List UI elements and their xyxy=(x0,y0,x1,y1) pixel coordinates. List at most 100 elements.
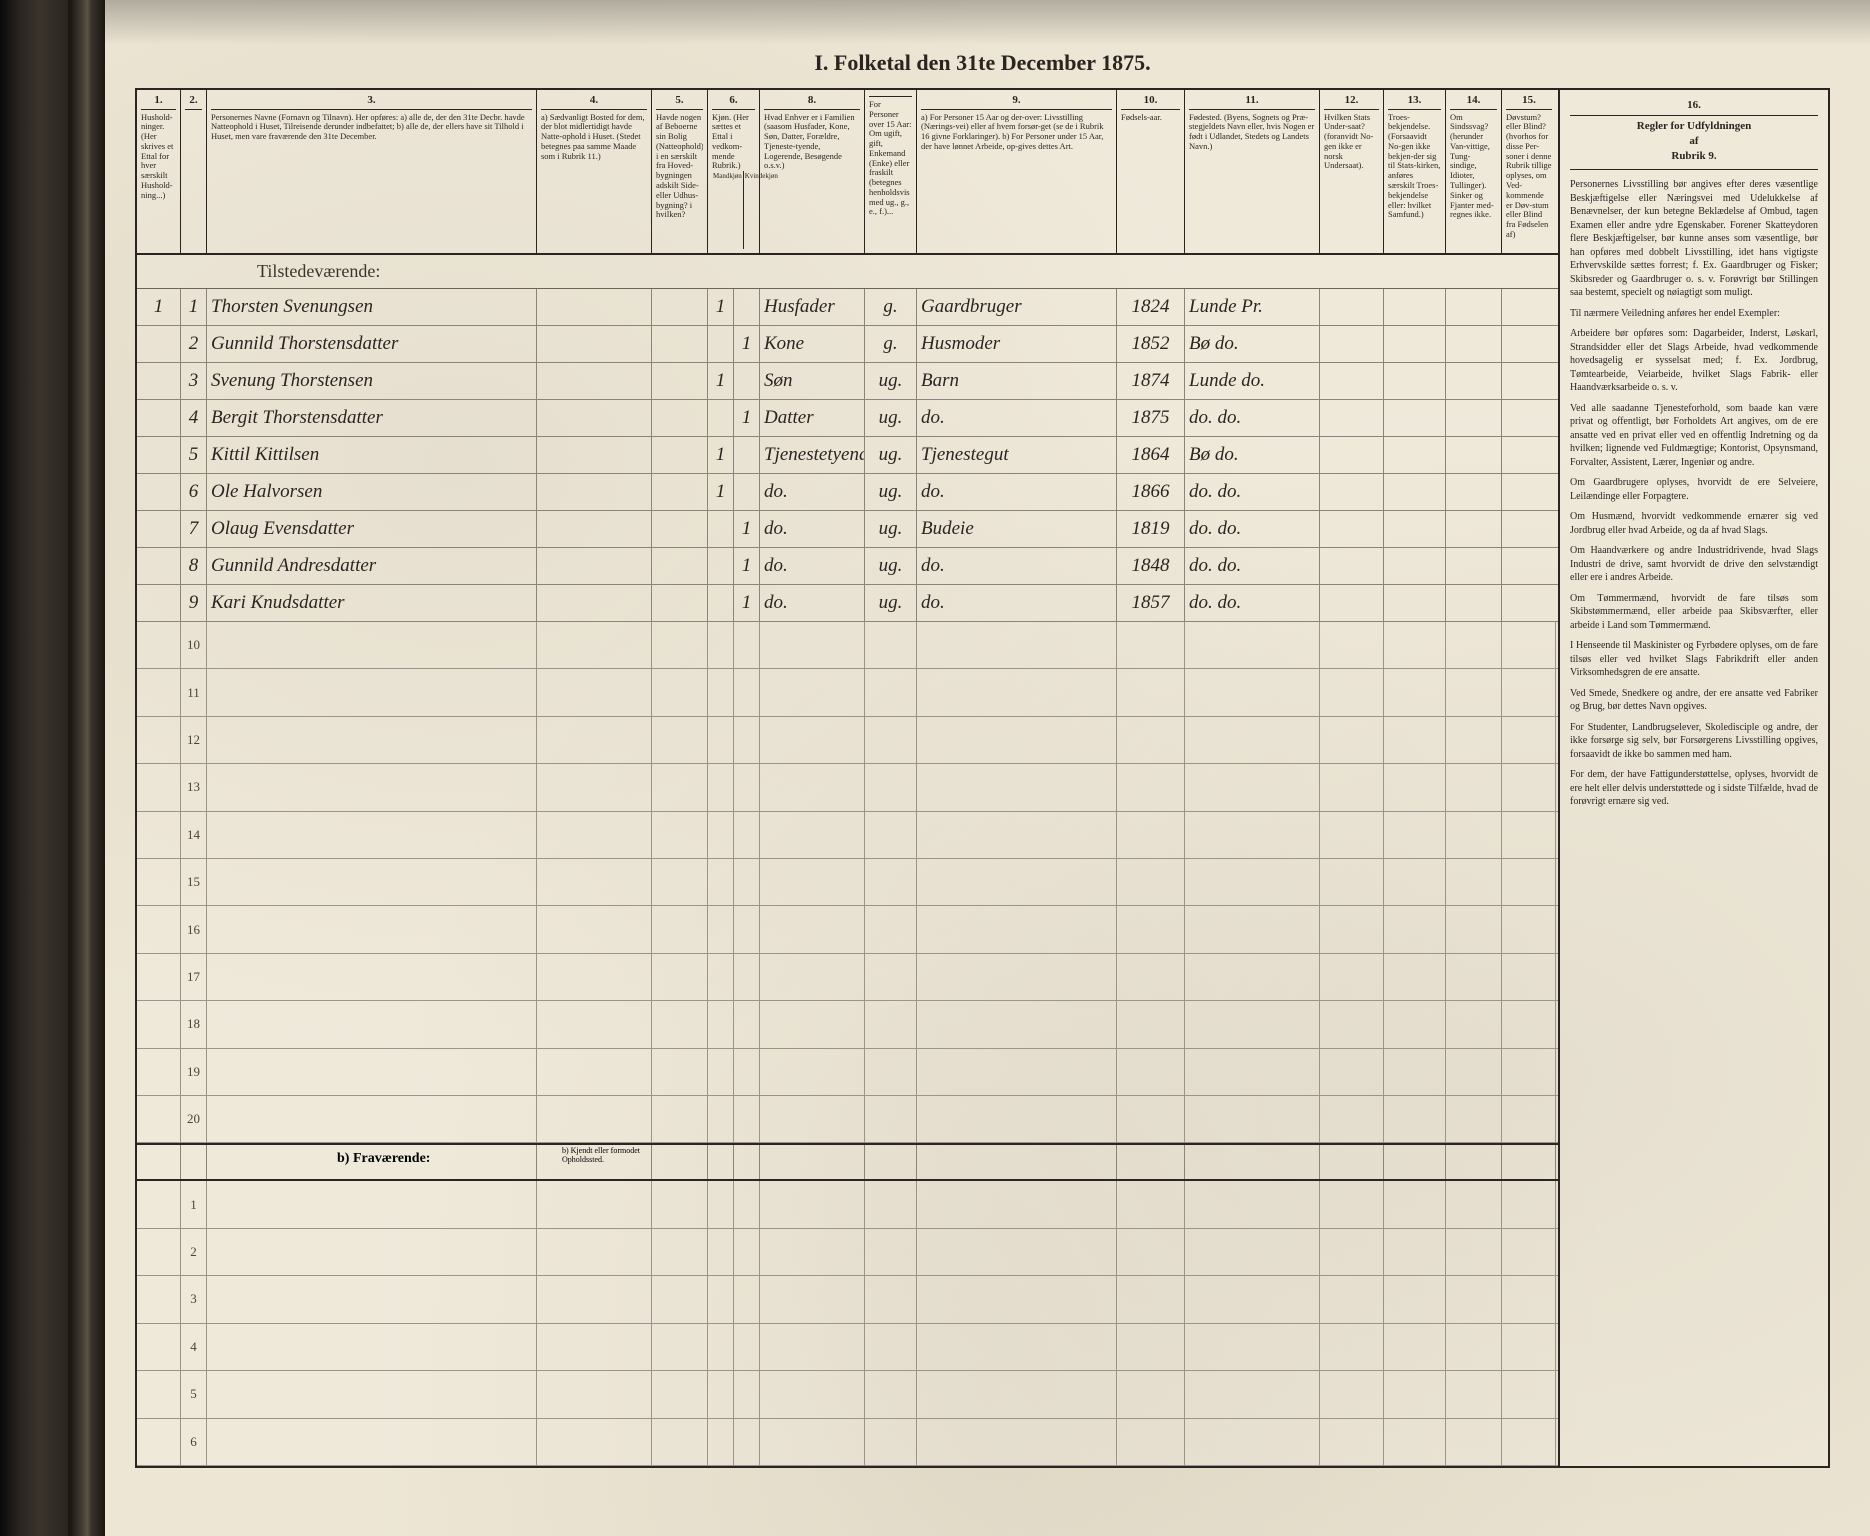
cell xyxy=(1320,585,1384,621)
cell xyxy=(708,511,734,547)
cell: 5 xyxy=(181,437,207,473)
cell xyxy=(137,717,181,763)
cell xyxy=(1320,326,1384,362)
table-row: 8Gunnild Andresdatter1do.ug.do.1848do. d… xyxy=(137,548,1558,585)
cell xyxy=(1446,1096,1502,1142)
cell xyxy=(1320,1371,1384,1417)
cell xyxy=(734,1324,760,1370)
cell xyxy=(1117,1324,1185,1370)
column-header: 14.Om Sindssvag? (herunder Van-vittige, … xyxy=(1446,90,1502,253)
cell xyxy=(1384,1096,1446,1142)
cell: 1 xyxy=(708,437,734,473)
ledger-page: I. Folketal den 31te December 1875. 1.Hu… xyxy=(105,0,1870,1536)
cell xyxy=(1502,1181,1556,1227)
cell xyxy=(1185,1096,1320,1142)
cell xyxy=(1384,906,1446,952)
cell: Budeie xyxy=(917,511,1117,547)
cell xyxy=(865,1181,917,1227)
cell xyxy=(537,1181,652,1227)
book-spread: I. Folketal den 31te December 1875. 1.Hu… xyxy=(0,0,1870,1536)
cell xyxy=(1502,548,1556,584)
cell xyxy=(1446,363,1502,399)
cell xyxy=(1384,859,1446,905)
column-header: 13.Troes-bekjendelse. (Forsaavidt No-gen… xyxy=(1384,90,1446,253)
cell: 20 xyxy=(181,1096,207,1142)
cell xyxy=(1320,717,1384,763)
cell xyxy=(652,1001,708,1047)
cell xyxy=(207,622,537,668)
cell xyxy=(1502,437,1556,473)
cell xyxy=(537,511,652,547)
cell: 1 xyxy=(734,400,760,436)
cell xyxy=(652,717,708,763)
cell xyxy=(1185,1001,1320,1047)
cell xyxy=(1384,1049,1446,1095)
table-row: 2Gunnild Thorstensdatter1Koneg.Husmoder1… xyxy=(137,326,1558,363)
cell xyxy=(1384,1419,1446,1465)
cell xyxy=(734,437,760,473)
cell xyxy=(1446,437,1502,473)
cell xyxy=(1384,1324,1446,1370)
cell xyxy=(137,326,181,362)
column-header: 11.Fødested. (Byens, Sognets og Præ-steg… xyxy=(1185,90,1320,253)
cell xyxy=(1502,1001,1556,1047)
cell xyxy=(865,669,917,715)
cell xyxy=(1384,289,1446,325)
cell: 5 xyxy=(181,1371,207,1417)
cell: Thorsten Svenungsen xyxy=(207,289,537,325)
rubrik-16-sidebar: 16. Regler for UdfyldningenafRubrik 9. P… xyxy=(1558,90,1828,1466)
cell: 1824 xyxy=(1117,289,1185,325)
cell xyxy=(708,585,734,621)
cell xyxy=(865,1096,917,1142)
cell xyxy=(1502,717,1556,763)
cell: do. xyxy=(917,400,1117,436)
cell xyxy=(137,1371,181,1417)
cell xyxy=(137,764,181,810)
cell: ug. xyxy=(865,437,917,473)
cell xyxy=(1320,1001,1384,1047)
cell xyxy=(1320,289,1384,325)
cell xyxy=(137,906,181,952)
sidebar-paragraph: Om Husmænd, hvorvidt vedkommende ernærer… xyxy=(1570,510,1818,537)
cell: Kittil Kittilsen xyxy=(207,437,537,473)
cell xyxy=(1502,326,1556,362)
cell xyxy=(652,906,708,952)
cell xyxy=(1117,1276,1185,1322)
cell: 19 xyxy=(181,1049,207,1095)
cell xyxy=(1384,1371,1446,1417)
cell xyxy=(1384,400,1446,436)
cell xyxy=(207,1371,537,1417)
cell xyxy=(537,812,652,858)
cell xyxy=(1446,764,1502,810)
cell xyxy=(207,1181,537,1227)
cell: 10 xyxy=(181,622,207,668)
cell xyxy=(1384,437,1446,473)
cell xyxy=(137,1181,181,1227)
cell xyxy=(734,363,760,399)
ledger-main: 1.Hushold-ninger. (Her skrives et Ettal … xyxy=(137,90,1558,1466)
cell xyxy=(760,1324,865,1370)
cell xyxy=(137,585,181,621)
cell xyxy=(1446,1049,1502,1095)
cell xyxy=(1320,669,1384,715)
cell xyxy=(652,622,708,668)
table-row: 5Kittil Kittilsen1Tjenestetyendeug.Tjene… xyxy=(137,437,1558,474)
cell xyxy=(652,585,708,621)
cell xyxy=(537,622,652,668)
column-header: 9.a) For Personer 15 Aar og der-over: Li… xyxy=(917,90,1117,253)
cell: 13 xyxy=(181,764,207,810)
column-header: 12.Hvilken Stats Under-saat? (foranvidt … xyxy=(1320,90,1384,253)
cell xyxy=(734,1001,760,1047)
cell xyxy=(1117,1001,1185,1047)
cell xyxy=(1502,669,1556,715)
cell: g. xyxy=(865,326,917,362)
cell: ug. xyxy=(865,585,917,621)
cell xyxy=(1446,622,1502,668)
column-header: 3.Personernes Navne (Fornavn og Tilnavn)… xyxy=(207,90,537,253)
cell xyxy=(760,1419,865,1465)
cell xyxy=(1384,326,1446,362)
empty-row: 18 xyxy=(137,1001,1558,1048)
cell xyxy=(1384,363,1446,399)
cell xyxy=(708,622,734,668)
cell xyxy=(708,764,734,810)
